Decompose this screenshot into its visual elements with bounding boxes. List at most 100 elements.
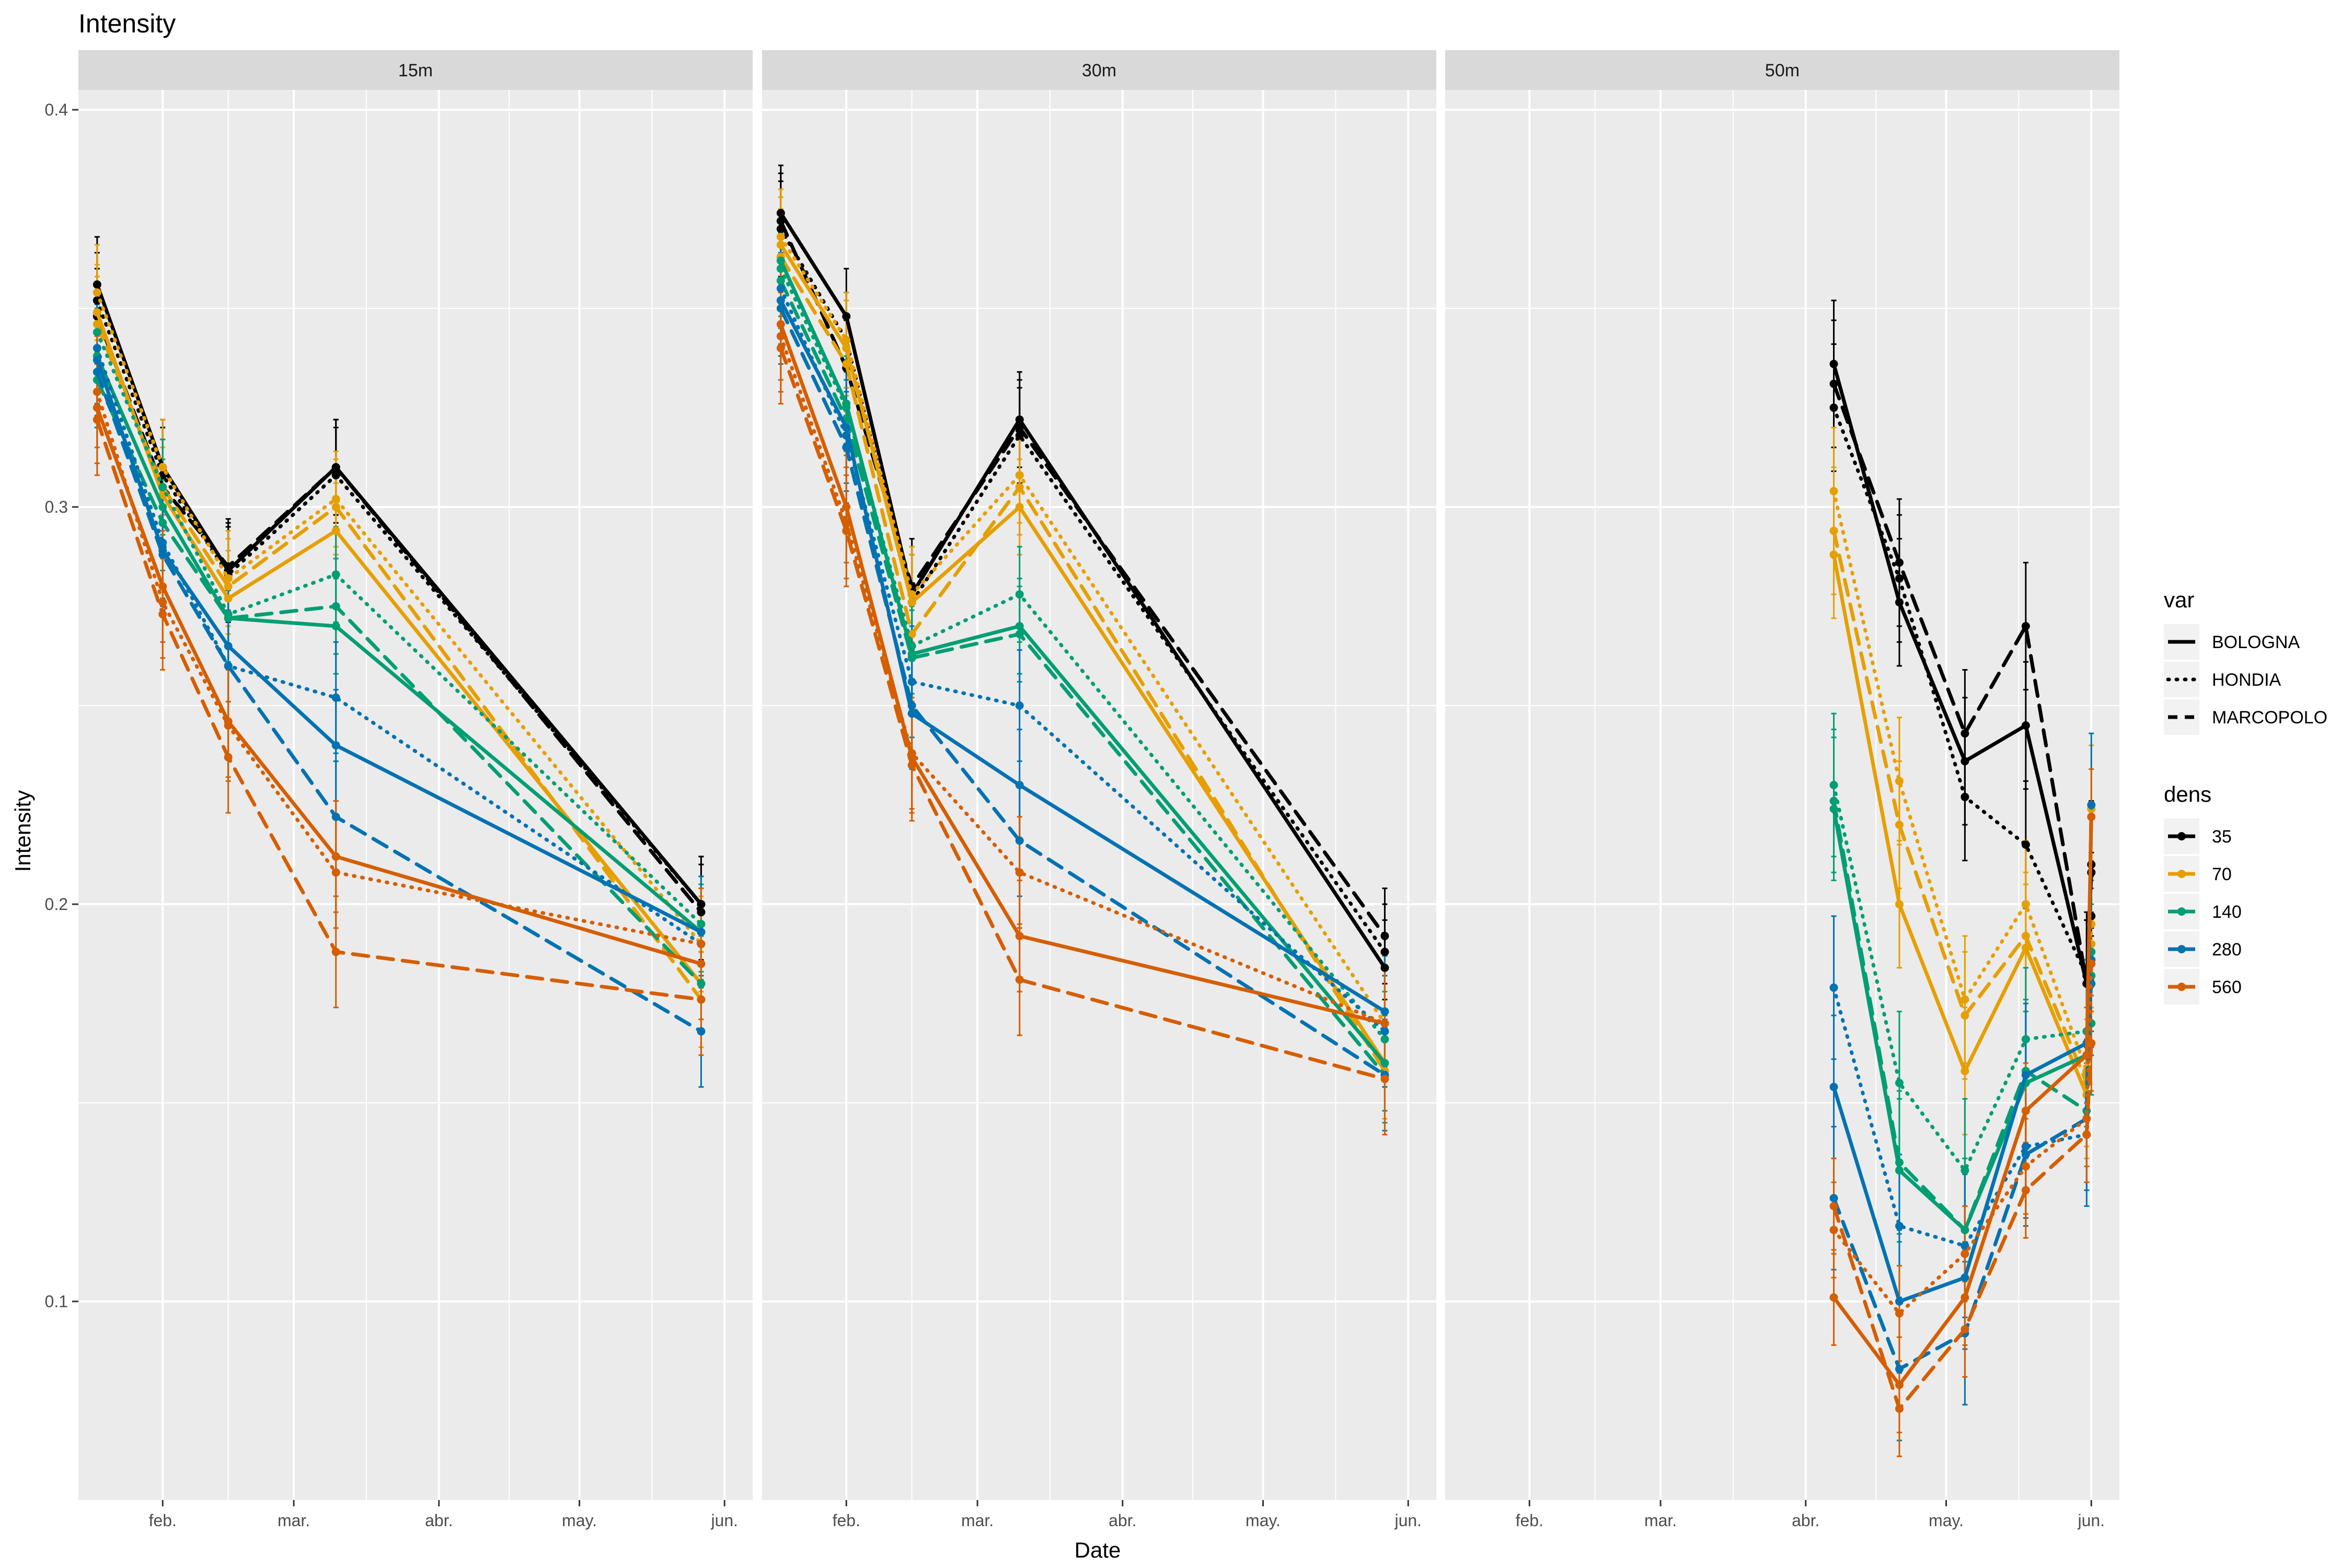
x-tick-label: mar. (278, 1511, 310, 1530)
data-point (331, 494, 340, 503)
data-point (697, 928, 706, 937)
data-point (1895, 1079, 1904, 1087)
facet-panel-15m: 15m feb. mar. abr. may. jun. (78, 50, 753, 1530)
data-point (1829, 983, 1838, 992)
data-point (224, 582, 233, 591)
data-point (1829, 379, 1838, 388)
facet-strip-label: 15m (398, 61, 433, 80)
data-point (907, 709, 916, 718)
legend-var-label: BOLOGNA (2212, 632, 2300, 652)
data-point (331, 503, 340, 511)
data-point (224, 562, 233, 571)
data-point (1380, 1035, 1389, 1044)
x-tick-label: feb. (833, 1511, 860, 1530)
data-point (1829, 360, 1838, 368)
data-point (2021, 622, 2030, 630)
data-point (2087, 812, 2096, 821)
data-point (224, 642, 233, 650)
series-line-hondia-280 (779, 286, 1387, 1033)
x-tick-label: feb. (1516, 1511, 1543, 1530)
data-point (776, 256, 785, 265)
data-point (2021, 840, 2030, 849)
data-point (1380, 1019, 1389, 1028)
data-point (697, 920, 706, 928)
data-point (1015, 701, 1024, 710)
x-axis-title: Date (1075, 1538, 1121, 1562)
data-point (2021, 1106, 2030, 1115)
legend-dens-label: 70 (2212, 864, 2232, 884)
data-point (776, 320, 785, 329)
data-point (2021, 1070, 2030, 1079)
data-point (93, 288, 101, 297)
legend-var-title: var (2164, 587, 2194, 612)
data-point (842, 431, 851, 440)
legend-dens-label: 560 (2212, 977, 2242, 997)
data-point (1015, 503, 1024, 511)
data-point (2021, 1186, 2030, 1195)
data-point (224, 614, 233, 622)
data-point (1895, 574, 1904, 583)
x-tick-label: jun. (710, 1511, 738, 1530)
data-point (1015, 630, 1024, 639)
data-point (331, 693, 340, 702)
data-point (2021, 1142, 2030, 1151)
data-point (1015, 836, 1024, 845)
data-point (1895, 821, 1904, 829)
panel-background (1445, 90, 2119, 1500)
data-point (1829, 1293, 1838, 1302)
data-point (1961, 1249, 1969, 1258)
data-point (1895, 1158, 1904, 1167)
data-point (1961, 792, 1969, 801)
data-point (1961, 757, 1969, 766)
data-point (2087, 960, 2096, 968)
data-point (1829, 1082, 1838, 1091)
data-point (1895, 1404, 1904, 1413)
data-point (842, 526, 851, 535)
legend-dens-point (2177, 945, 2186, 953)
data-point (158, 550, 167, 559)
y-axis: 0.1 0.2 0.3 0.4 (45, 100, 78, 1311)
data-point (93, 308, 101, 317)
legend-dens-point (2177, 870, 2186, 878)
data-point (1015, 622, 1024, 630)
legend-dens-label: 140 (2212, 902, 2242, 922)
data-point (907, 598, 916, 607)
data-point (93, 344, 101, 352)
data-point (93, 280, 101, 289)
data-point (1829, 403, 1838, 412)
data-point (93, 415, 101, 424)
data-point (158, 518, 167, 527)
data-point (331, 948, 340, 956)
data-point (842, 443, 851, 452)
legend-dens-label: 35 (2212, 827, 2232, 847)
data-point (331, 570, 340, 579)
facet-strip (1445, 50, 2119, 90)
data-point (1829, 797, 1838, 805)
data-point (1380, 948, 1389, 956)
data-point (1380, 1059, 1389, 1067)
data-point (1961, 1011, 1969, 1020)
data-point (697, 940, 706, 948)
legend-dens-label: 280 (2212, 940, 2242, 960)
data-point (1380, 963, 1389, 972)
data-point (776, 284, 785, 293)
legend-dens-point (2177, 907, 2186, 916)
data-point (1895, 558, 1904, 567)
series-line-bologna-560 (1832, 816, 2093, 1387)
x-tick-label: jun. (2077, 1511, 2105, 1530)
data-point (1380, 1075, 1389, 1083)
data-point (907, 677, 916, 686)
data-point (1829, 781, 1838, 789)
data-point (93, 328, 101, 337)
legend-dens-point (2177, 832, 2186, 840)
data-point (697, 960, 706, 968)
series-line-hondia-35 (95, 298, 703, 906)
data-point (776, 209, 785, 217)
data-point (1829, 487, 1838, 495)
data-point (158, 598, 167, 607)
data-point (776, 332, 785, 341)
data-point (842, 503, 851, 511)
data-point (1895, 598, 1904, 607)
y-tick-label: 0.3 (45, 498, 68, 516)
data-point (331, 868, 340, 877)
